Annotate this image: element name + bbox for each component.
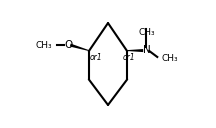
- Polygon shape: [70, 44, 89, 51]
- Text: O: O: [65, 40, 73, 50]
- Polygon shape: [127, 49, 143, 52]
- Text: N: N: [143, 45, 150, 55]
- Text: CH₃: CH₃: [138, 28, 155, 36]
- Text: CH₃: CH₃: [161, 54, 178, 63]
- Text: or1: or1: [89, 53, 102, 62]
- Text: CH₃: CH₃: [35, 41, 52, 50]
- Text: or1: or1: [123, 53, 135, 62]
